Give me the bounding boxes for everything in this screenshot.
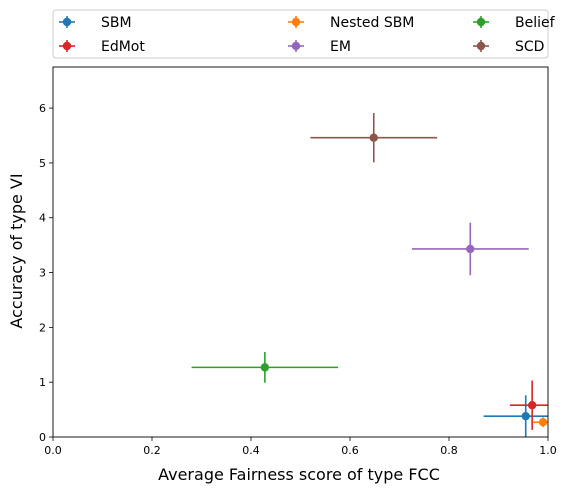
x-tick-label: 0.2 (143, 444, 161, 457)
legend-marker-dot (62, 17, 72, 27)
data-point (527, 401, 537, 410)
x-axis-label: Average Fairness score of type FCC (158, 465, 440, 484)
y-tick-label: 0 (39, 431, 46, 444)
legend-item: Nested SBM (288, 15, 414, 31)
legend-marker-dot (291, 41, 301, 51)
legend-label: EdMot (101, 39, 145, 55)
legend-label: Belief (515, 15, 556, 31)
series-sbm (483, 395, 548, 437)
y-tick-label: 5 (39, 157, 46, 170)
axes-frame (52, 66, 549, 438)
legend-item: SBM (59, 15, 132, 31)
x-tick-label: 1.0 (539, 444, 557, 457)
legend-label: SCD (515, 39, 544, 55)
data-point (369, 133, 378, 142)
x-tick-label: 0.8 (440, 444, 458, 457)
legend-item: Belief (473, 15, 556, 31)
data-point (521, 411, 530, 421)
legend-marker-dot (62, 41, 72, 51)
series-edmot (509, 380, 548, 430)
legend-label: EM (330, 39, 351, 55)
data-point (466, 244, 475, 254)
legend-marker-dot (476, 17, 486, 27)
y-tick-label: 3 (39, 267, 46, 280)
legend-marker-dot (476, 41, 486, 51)
legend-label: Nested SBM (330, 15, 414, 31)
y-tick-label: 4 (39, 212, 46, 225)
y-tick-label: 1 (39, 376, 46, 389)
legend-box (52, 9, 549, 59)
legend-item: EdMot (59, 39, 145, 55)
legend-item: SCD (473, 39, 544, 55)
legend-item: EM (288, 39, 351, 55)
legend: SBM Nested SBM Belief EdMot EM SCD (52, 9, 556, 59)
y-tick-label: 6 (39, 102, 46, 115)
series-nested-sbm (533, 417, 548, 428)
legend-marker-dot (291, 17, 301, 27)
data-point (260, 363, 270, 372)
y-axis-label: Accuracy of type VI (7, 173, 26, 328)
legend-label: SBM (101, 15, 132, 31)
series-scd (310, 113, 438, 163)
x-tick-label: 0.0 (44, 444, 62, 457)
y-tick-label: 2 (39, 321, 46, 334)
data-points (191, 113, 548, 437)
series-em (411, 222, 529, 276)
plot-area: 0.0 0.2 0.4 0.6 0.8 1.0 0 1 2 3 4 5 6 (39, 66, 557, 457)
data-point (538, 418, 548, 427)
x-tick-label: 0.4 (242, 444, 260, 457)
x-tick-label: 0.6 (341, 444, 359, 457)
series-belief (191, 352, 339, 383)
